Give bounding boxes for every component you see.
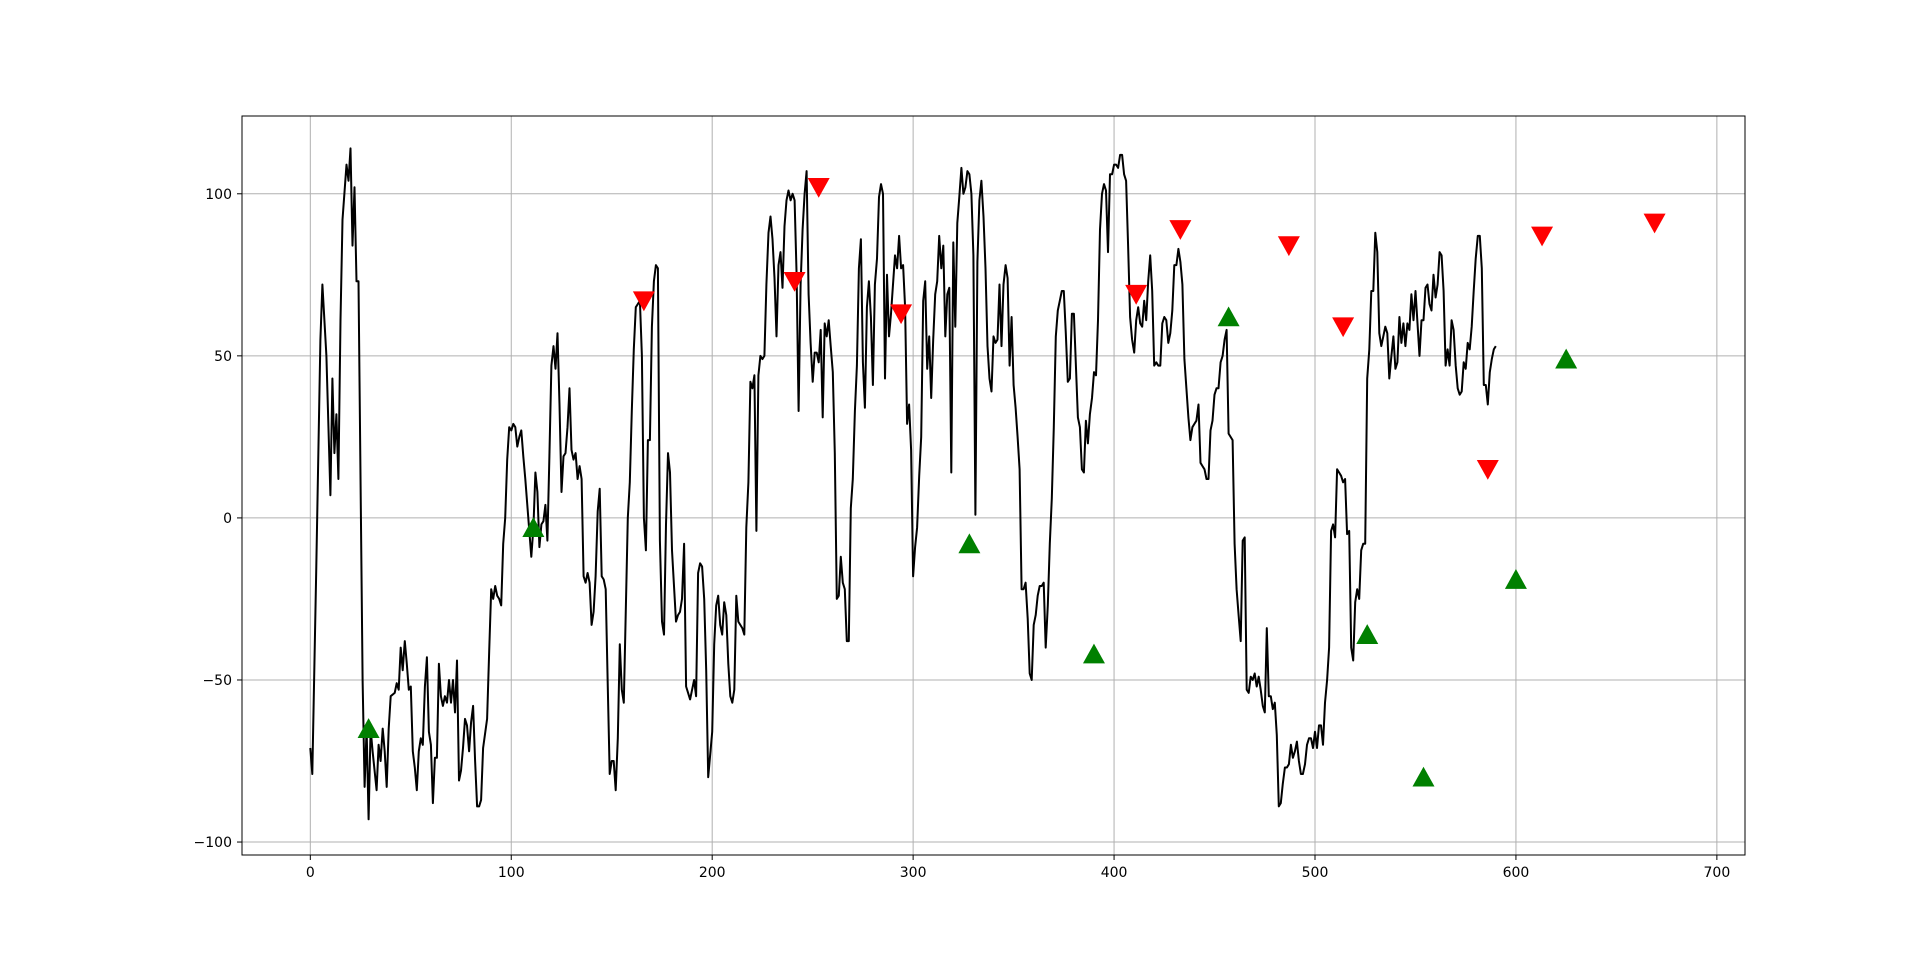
x-tick-label: 400	[1101, 865, 1128, 881]
plot-frame	[241, 115, 1746, 856]
buy-signal-marker	[1412, 766, 1435, 787]
series-line	[309, 147, 1497, 821]
x-tick-label: 300	[900, 865, 927, 881]
x-tick-label: 200	[699, 865, 726, 881]
buy-signal-marker	[357, 718, 380, 738]
buy-signal-marker	[1356, 624, 1379, 644]
sell-signal-marker	[1531, 226, 1554, 247]
y-tick-label: 50	[214, 349, 232, 365]
sell-signal-marker	[1332, 317, 1355, 338]
x-tick-label: 500	[1302, 865, 1329, 881]
x-tick-label: 0	[306, 865, 315, 881]
sell-signal-marker	[890, 304, 913, 325]
axis-ticks: 0 100 200 300 400 500 600 700 −100 −50 0 50 100	[194, 187, 1731, 881]
sell-signal-marker	[807, 177, 830, 198]
y-tick-label: −100	[194, 835, 232, 851]
buy-signal-marker	[958, 533, 981, 554]
x-tick-label: 100	[498, 865, 525, 881]
sell-signal-marker	[1643, 213, 1666, 234]
marker-layer	[357, 177, 1666, 787]
sell-signal-marker	[1277, 236, 1300, 257]
sell-signal-marker	[1476, 459, 1499, 480]
y-tick-label: 0	[223, 511, 232, 527]
grid-lines	[242, 116, 1745, 855]
buy-signal-marker	[522, 517, 545, 537]
buy-signal-marker	[1217, 306, 1240, 327]
buy-signal-marker	[1082, 643, 1105, 664]
sell-signal-marker	[632, 291, 655, 312]
buy-signal-marker	[1504, 569, 1527, 589]
sell-signal-marker	[1125, 284, 1148, 305]
y-tick-label: −50	[202, 673, 232, 689]
y-tick-label: 100	[205, 187, 232, 203]
x-tick-label: 600	[1503, 865, 1530, 881]
sell-signal-marker	[1169, 220, 1192, 240]
series-layer	[309, 147, 1497, 821]
buy-signal-marker	[1555, 348, 1578, 369]
sell-signal-marker	[783, 271, 806, 292]
x-tick-label: 700	[1704, 865, 1731, 881]
